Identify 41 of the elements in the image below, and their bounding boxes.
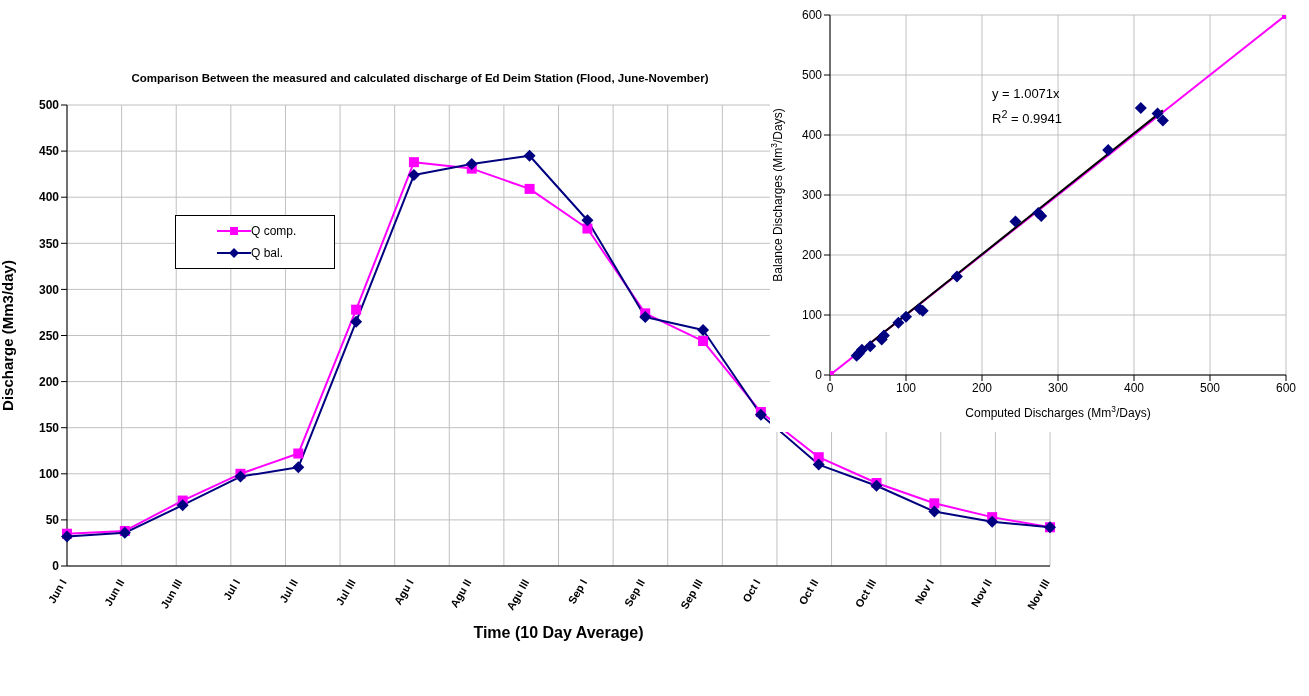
legend-label: Q comp. (251, 224, 297, 238)
chart-title: Comparison Between the measured and calculated discharge of Ed Deim Station (Flood, June-November) (130, 72, 710, 84)
y-axis-title: Discharge (Mm3/day) (0, 260, 17, 411)
x-axis-title: Computed Discharges (Mm$^{3}$/Days) (965, 404, 1151, 420)
x-tick-label: Oct III (852, 577, 879, 610)
y-tick-label: 450 (38, 144, 60, 159)
x-tick-label: Jun III (158, 577, 185, 611)
x-tick-label: Jun II (101, 577, 127, 608)
legend-label: Q bal. (251, 246, 284, 260)
x-tick-label: 400 (1123, 380, 1145, 395)
y-tick-label: 350 (38, 236, 60, 251)
annotation: R$^{2}$ = 0.9941 (992, 107, 1062, 129)
x-tick-label: Oct I (740, 577, 763, 605)
annotation: y = 1.0071x (992, 85, 1061, 103)
x-tick-label: Jul II (277, 577, 301, 605)
y-tick-label: 300 (38, 282, 60, 297)
y-tick-label: 200 (801, 248, 823, 263)
y-tick-label: 400 (38, 190, 60, 205)
y-tick-label: 500 (801, 68, 823, 83)
y-tick-label: 300 (801, 188, 823, 203)
x-tick-label: Jul I (220, 577, 243, 603)
y-tick-label: 100 (38, 467, 60, 482)
y-tick-label: 150 (38, 420, 60, 435)
x-tick-label: Sep III (678, 577, 705, 612)
x-tick-label: 600 (1275, 380, 1297, 395)
x-tick-label: 0 (826, 380, 834, 395)
x-tick-label: Jul III (333, 577, 358, 608)
x-tick-label: Oct II (796, 577, 821, 607)
y-tick-label: 600 (801, 8, 823, 23)
x-tick-label: 300 (1047, 380, 1069, 395)
x-tick-label: 200 (971, 380, 993, 395)
y-tick-label: 0 (815, 368, 823, 383)
x-tick-label: 100 (895, 380, 917, 395)
y-tick-label: 50 (45, 513, 60, 528)
y-tick-label: 0 (52, 559, 60, 574)
x-tick-label: 500 (1199, 380, 1221, 395)
y-tick-label: 400 (801, 128, 823, 143)
x-axis-title: Time (10 Day Average) (473, 624, 644, 641)
y-tick-label: 500 (38, 98, 60, 113)
y-tick-label: 250 (38, 328, 60, 343)
y-tick-label: 100 (801, 308, 823, 323)
